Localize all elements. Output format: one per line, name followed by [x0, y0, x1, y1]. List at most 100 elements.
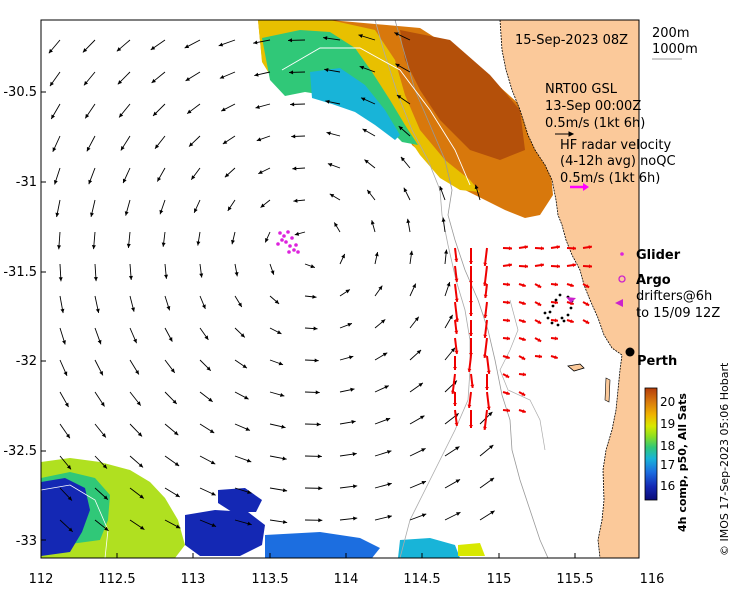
y-axis: -30.5 -31 -31.5 -32 -32.5 -33	[3, 85, 46, 549]
model-arrowhead	[351, 420, 356, 424]
model-arrowhead	[400, 156, 406, 162]
glider-track	[276, 230, 300, 254]
model-arrowhead	[441, 217, 446, 222]
model-arrowhead	[358, 34, 363, 38]
model-arrowhead	[184, 44, 190, 49]
land-western-australia	[500, 20, 639, 558]
model-arrowhead	[260, 203, 265, 208]
radar-arrowhead	[506, 355, 510, 360]
colorbar-tick: 17	[660, 458, 675, 472]
model-arrowhead	[341, 253, 345, 259]
model-arrowhead	[270, 270, 275, 275]
radar-arrowhead	[483, 262, 488, 266]
radar-arrowhead	[537, 302, 542, 306]
model-arrowhead	[172, 399, 177, 404]
radar-arrowhead	[554, 336, 558, 341]
model-arrowhead	[398, 126, 404, 131]
model-arrowhead	[240, 333, 245, 338]
model-arrowhead	[83, 80, 89, 86]
model-arrowhead	[173, 430, 179, 436]
model-arrowhead	[420, 415, 425, 420]
model-arrowhead	[218, 42, 224, 47]
model-arrowhead	[136, 401, 141, 406]
model-arrowhead	[234, 272, 239, 277]
model-arrowhead	[175, 524, 181, 529]
model-arrowhead	[318, 486, 323, 491]
colorbar-tick: 20	[660, 395, 675, 409]
model-arrowhead	[191, 175, 196, 180]
model-arrowhead	[103, 495, 108, 500]
model-arrowhead	[488, 411, 493, 417]
radar-arrowhead	[483, 314, 488, 318]
radar-arrowhead	[572, 246, 576, 251]
sst-sw-blue	[41, 478, 90, 556]
model-scale-text: 0.5m/s (1kt 6h)	[545, 116, 645, 131]
model-arrowhead	[247, 490, 252, 494]
model-arrowhead	[224, 173, 230, 178]
model-arrowhead	[49, 81, 54, 87]
model-arrowhead	[395, 63, 400, 68]
model-arrowhead	[327, 163, 333, 167]
sst-south-blue-1	[185, 510, 265, 556]
isobath-200m	[394, 20, 549, 558]
sst-cyan-band	[310, 68, 400, 140]
model-arrowhead	[380, 319, 386, 324]
model-arrowhead	[421, 513, 427, 518]
model-arrowhead	[455, 446, 460, 451]
model-arrowhead	[347, 322, 352, 327]
model-arrowhead	[62, 340, 66, 345]
radar-arrowhead	[521, 356, 526, 360]
radar-arrowhead	[486, 370, 491, 374]
radar-arrowhead	[469, 281, 473, 284]
model-arrowhead	[139, 525, 145, 530]
model-arrowhead	[246, 458, 252, 463]
model-arrowhead	[124, 211, 129, 216]
model-arrowhead	[387, 482, 392, 487]
model-arrowhead	[133, 338, 137, 344]
radar-arrowhead	[508, 263, 512, 268]
model-date: 13-Sep 00:00Z	[545, 99, 641, 114]
model-arrowhead	[294, 231, 300, 236]
model-arrowhead	[403, 187, 408, 193]
radar-arrowhead	[522, 372, 526, 377]
model-arrowhead	[384, 385, 389, 390]
model-arrowhead	[53, 180, 58, 185]
model-arrowhead	[409, 250, 414, 256]
land-rottnest-island	[567, 363, 585, 372]
model-arrowhead	[315, 390, 320, 395]
glider-legend-marker	[620, 252, 624, 256]
model-arrowhead	[348, 355, 354, 360]
model-arrowhead	[448, 314, 453, 320]
model-arrowhead	[57, 245, 62, 250]
sst-south-green	[398, 538, 460, 558]
model-arrowhead	[255, 104, 260, 109]
model-arrowhead	[474, 184, 479, 190]
model-arrowhead	[135, 370, 139, 375]
drifter-end-arrow	[566, 297, 576, 303]
model-arrowhead	[90, 212, 94, 217]
radar-arrow	[486, 391, 491, 410]
model-arrowhead	[242, 364, 247, 369]
model-arrowhead	[66, 465, 72, 470]
model-arrowhead	[444, 249, 449, 254]
radar-arrowhead	[454, 298, 459, 302]
model-arrowhead	[418, 382, 423, 387]
radar-arrowhead	[588, 245, 592, 250]
model-arrowhead	[421, 480, 426, 485]
model-arrowhead	[329, 193, 335, 198]
model-arrowhead	[196, 241, 201, 246]
radar-arrowhead	[570, 301, 574, 306]
radar-arrowhead	[538, 354, 542, 359]
radar-arrowhead	[483, 334, 488, 338]
radar-arrow	[451, 373, 456, 394]
isobath-inner	[499, 299, 546, 451]
model-arrowhead	[455, 479, 461, 484]
model-arrowhead	[282, 456, 287, 461]
drifters-label: drifters@6h	[636, 289, 712, 304]
model-arrowhead	[100, 402, 105, 407]
radar-arrowhead	[524, 264, 528, 269]
model-arrowhead	[345, 289, 350, 294]
model-arrowhead	[185, 77, 191, 81]
y-tick-label: -32	[16, 354, 37, 369]
model-arrowhead	[52, 147, 57, 152]
